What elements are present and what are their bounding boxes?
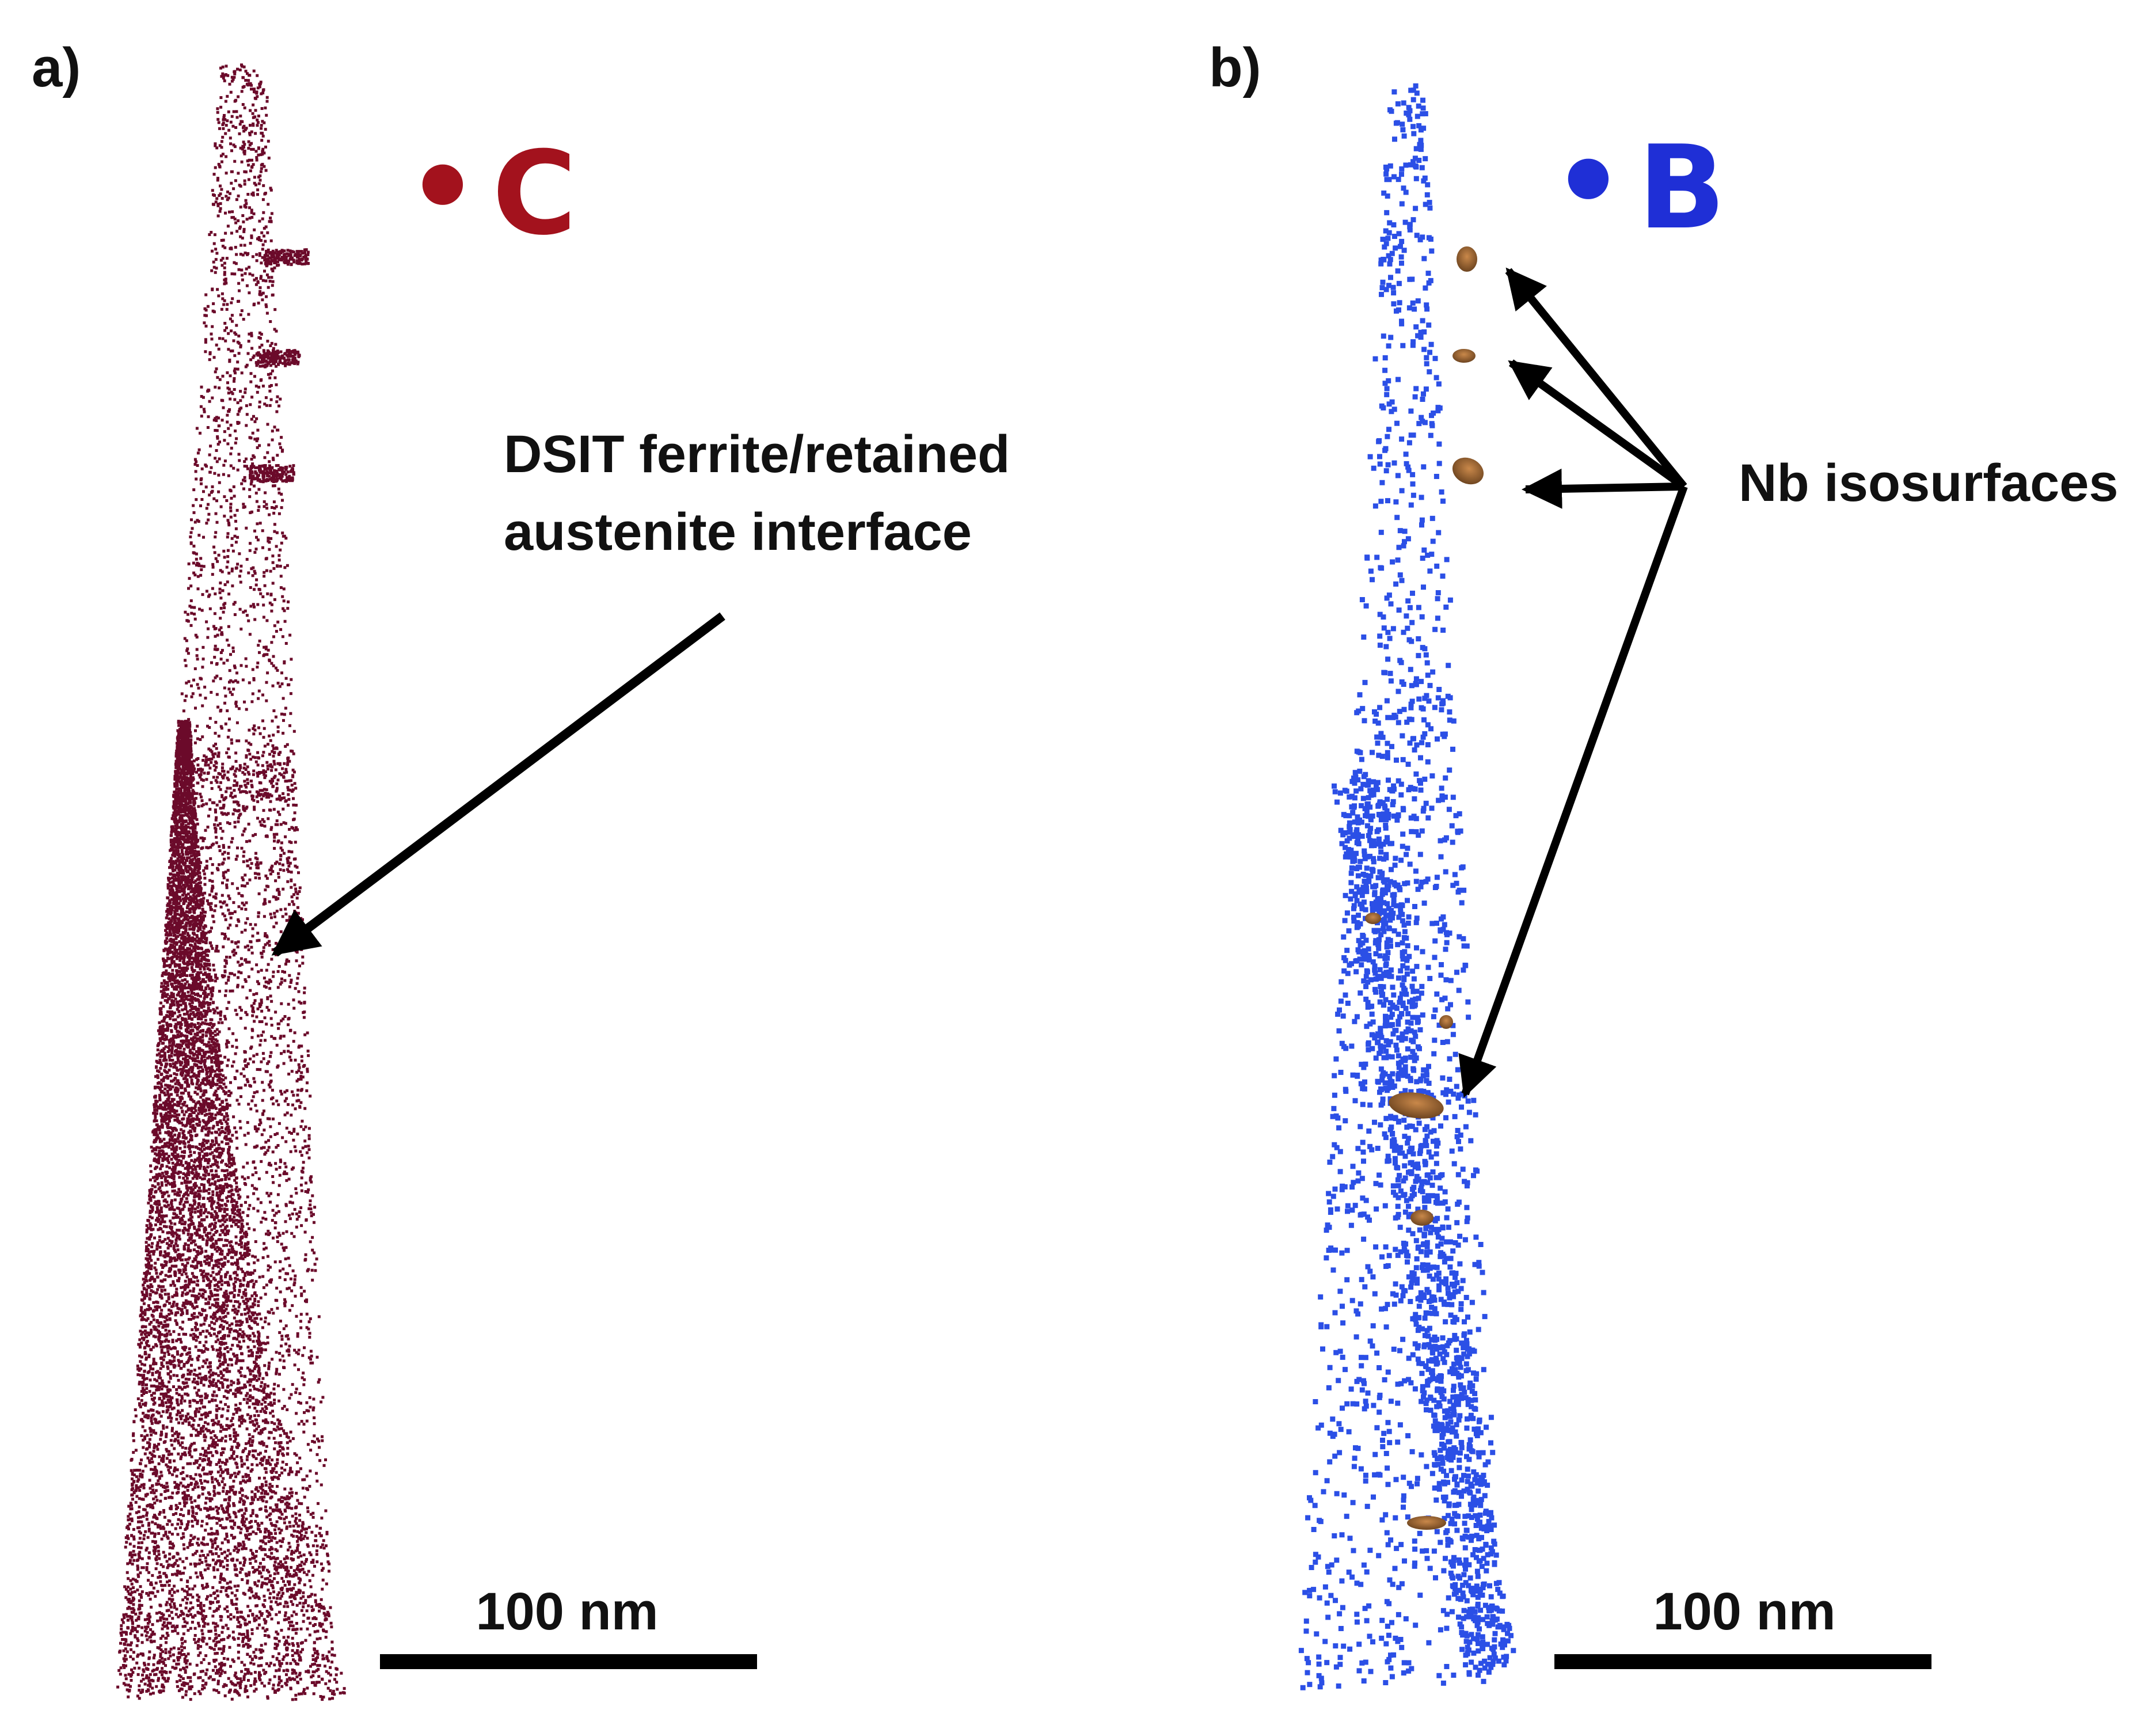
nb-isosurface-7 [1410,1210,1433,1226]
interface-annotation-line-2: austenite interface [504,503,972,561]
carbon-atom-map [116,63,346,1701]
nb-isosurface-6 [1389,1092,1444,1119]
nb-isosurface-3 [1452,457,1484,485]
nb-arrow-1 [1505,267,1687,489]
nb-arrow-4 [1458,485,1688,1098]
nb-isosurfaces [1365,246,1484,1530]
panel-a-scale-label: 100 nm [476,1582,658,1641]
carbon-atoms-sparse [172,63,298,815]
nb-isosurface-5 [1439,1015,1453,1029]
carbon-atoms-dense [116,248,346,1701]
panel-a-scale-bar [380,1654,757,1669]
nb-arrow-2 [1508,359,1687,490]
panel-a: a) • C DSIT ferrite/retained austenite i… [32,37,1010,1701]
boron-atoms [1298,83,1516,1690]
carbon-legend: • C [406,121,577,261]
nb-arrow-3 [1522,468,1685,509]
panel-b-scale-label: 100 nm [1653,1582,1835,1641]
carbon-legend-element: C [492,127,577,261]
nb-isosurface-4 [1365,913,1381,924]
interface-annotation-line-1: DSIT ferrite/retained [504,425,1010,484]
panel-b-label: b) [1209,37,1261,98]
interface-arrow [271,612,725,957]
panel-b-scale-bar [1554,1654,1931,1669]
boron-legend-element: B [1638,121,1725,255]
nb-isosurface-2 [1452,349,1476,363]
nb-isosurface-1 [1457,246,1477,272]
boron-legend-symbol: • [1552,115,1625,249]
boron-legend: • B [1552,115,1725,255]
carbon-legend-symbol: • [406,121,480,255]
nb-isosurface-8 [1407,1516,1446,1530]
boron-atom-map [1298,83,1516,1690]
nb-isosurfaces-label: Nb isosurfaces [1739,454,2119,512]
nb-arrows [1458,267,1688,1098]
panel-b: b) • B Nb isosurfaces 100 nm [1209,37,2119,1690]
panel-a-label: a) [32,37,81,98]
